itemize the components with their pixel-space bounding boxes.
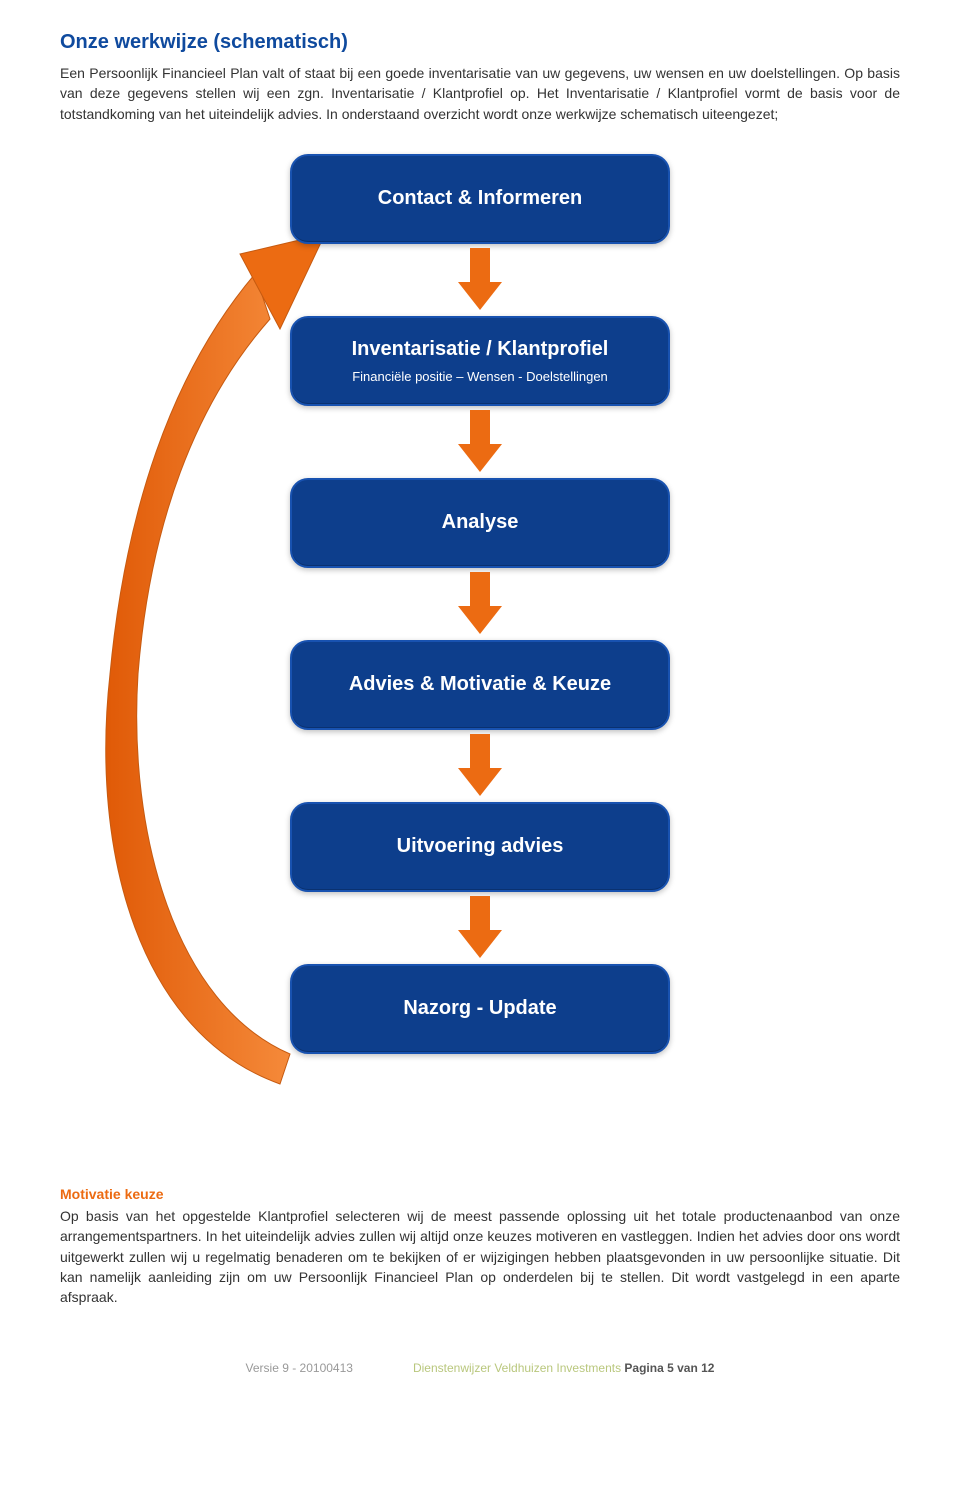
down-arrow-icon: [458, 734, 502, 798]
down-arrow-icon: [458, 410, 502, 474]
flow-step-analyse: Analyse: [290, 478, 670, 568]
workflow-diagram: Contact & Informeren Inventarisatie / Kl…: [60, 154, 900, 1174]
flow-step-title: Uitvoering advies: [397, 832, 564, 861]
footer-doc-title: Dienstenwijzer Veldhuizen Investments: [413, 1361, 621, 1375]
down-arrow-icon: [458, 896, 502, 960]
down-arrow-icon: [458, 572, 502, 636]
flow-step-contact: Contact & Informeren: [290, 154, 670, 244]
flow-column: Contact & Informeren Inventarisatie / Kl…: [270, 154, 690, 1054]
flow-step-title: Advies & Motivatie & Keuze: [349, 670, 611, 699]
flow-step-title: Nazorg - Update: [403, 994, 556, 1023]
flow-step-nazorg: Nazorg - Update: [290, 964, 670, 1054]
page-title: Onze werkwijze (schematisch): [60, 28, 900, 57]
flow-step-title: Inventarisatie / Klantprofiel: [352, 335, 609, 364]
footer-page-number: Pagina 5 van 12: [624, 1361, 714, 1375]
down-arrow-icon: [458, 248, 502, 312]
flow-step-uitvoering: Uitvoering advies: [290, 802, 670, 892]
intro-paragraph: Een Persoonlijk Financieel Plan valt of …: [60, 63, 900, 124]
flow-step-title: Contact & Informeren: [378, 184, 582, 213]
page-footer: Versie 9 - 20100413 Dienstenwijzer Veldh…: [60, 1360, 900, 1377]
footer-version: Versie 9 - 20100413: [246, 1361, 353, 1375]
body-paragraph: Op basis van het opgestelde Klantprofiel…: [60, 1206, 900, 1307]
flow-step-title: Analyse: [442, 508, 519, 537]
section-heading: Motivatie keuze: [60, 1184, 900, 1204]
flow-step-subtitle: Financiële positie – Wensen - Doelstelli…: [352, 368, 608, 387]
flow-step-inventarisatie: Inventarisatie / Klantprofiel Financiële…: [290, 316, 670, 406]
flow-step-advies: Advies & Motivatie & Keuze: [290, 640, 670, 730]
